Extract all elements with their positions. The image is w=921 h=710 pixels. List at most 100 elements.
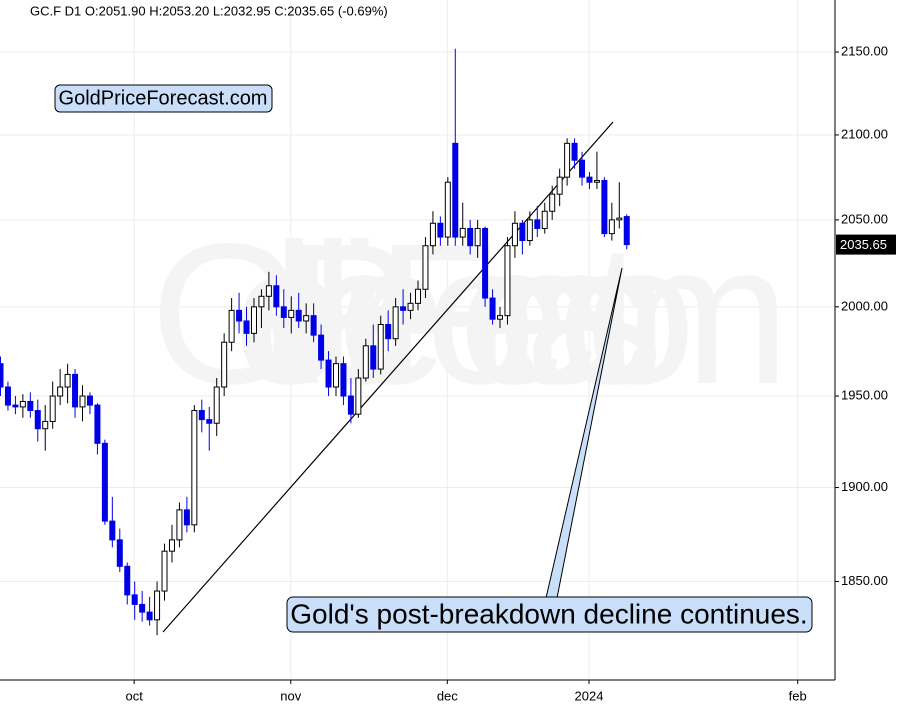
candles: [0, 48, 630, 636]
candle-body: [221, 341, 228, 388]
brand-box: [54, 84, 273, 113]
last-price-label: 2035.65: [840, 237, 887, 252]
candle-body: [497, 315, 504, 320]
candle-body: [176, 509, 183, 541]
candle-body: [511, 222, 518, 247]
candle-body: [12, 404, 19, 408]
candle-body: [459, 227, 466, 238]
candle-body: [146, 611, 153, 621]
candle-body: [64, 373, 71, 388]
candle-body: [49, 395, 56, 422]
candle-body: [124, 565, 131, 596]
candle-body: [243, 320, 250, 334]
x-tick-label: 2024: [575, 688, 604, 703]
candle-body: [407, 302, 414, 311]
candle-body: [116, 539, 123, 567]
callout-text: Gold's post-breakdown decline continues.: [290, 598, 807, 629]
candle-body: [265, 285, 272, 297]
candle-body: [444, 181, 451, 238]
candle-body: [526, 219, 533, 242]
x-tick-label: nov: [280, 688, 301, 703]
last-price-badge: [836, 234, 896, 255]
candle-body: [355, 377, 362, 415]
y-tick-label: 1950.00: [841, 387, 888, 402]
grid: [0, 0, 835, 680]
callout-box: [286, 596, 813, 633]
candle-body: [586, 176, 593, 183]
candle-body: [415, 288, 421, 304]
candle-body: [280, 306, 287, 318]
candle-body: [556, 176, 563, 195]
y-tick-label: 2000.00: [841, 298, 888, 313]
y-tick-label: 2100.00: [841, 126, 888, 141]
y-tick-label: 1900.00: [841, 479, 888, 494]
candle-body: [422, 245, 429, 290]
y-tick-label: 2050.00: [841, 211, 888, 226]
candle-body: [534, 219, 541, 229]
candle-body: [608, 219, 615, 235]
candle-body: [101, 442, 108, 522]
axes-labels: 1850.00 1900.00 1950.00 2000.00 2050.00 2100.…: [126, 43, 896, 703]
candle-body: [400, 306, 407, 311]
candle-body: [489, 297, 496, 320]
candle-body: [601, 180, 608, 235]
candle-body: [579, 159, 586, 178]
candle-body: [4, 386, 11, 406]
candle-body: [206, 419, 213, 424]
candle-body: [258, 295, 265, 308]
candle-body: [139, 603, 146, 613]
candle-body: [332, 363, 339, 388]
candle-body: [549, 193, 556, 212]
candle-body: [109, 520, 116, 541]
header: GC.F D1 O:2051.90 H:2053.20 L:2032.95 C:…: [30, 3, 388, 18]
candle-body: [616, 217, 623, 221]
candle-body: [340, 363, 347, 397]
candle-body: [79, 395, 86, 408]
brand-label: GoldPriceForecast.com: [59, 87, 268, 109]
candle-body: [94, 404, 101, 444]
candle-body: [288, 309, 295, 318]
candle-body: [452, 142, 459, 238]
candle-body: [377, 324, 384, 370]
candle-body: [593, 180, 600, 183]
candle-body: [571, 142, 578, 161]
candle-body: [347, 395, 354, 415]
candle-body: [198, 410, 205, 421]
candle-body: [27, 400, 34, 412]
candle-body: [42, 420, 49, 430]
x-tick-label: feb: [789, 688, 807, 703]
y-tick-label: 2150.00: [841, 43, 888, 58]
candle-body: [437, 222, 444, 238]
candle-body: [57, 386, 64, 397]
candle-body: [183, 509, 190, 526]
candle-body: [429, 222, 436, 247]
candle-body: [541, 210, 548, 229]
candle-body: [250, 306, 257, 334]
candle-body: [504, 245, 511, 317]
candle-body: [228, 309, 235, 343]
candle-body: [467, 227, 474, 247]
candle-body: [385, 324, 392, 340]
candle-body: [564, 142, 571, 178]
candle-body: [168, 539, 175, 552]
candle-body: [303, 315, 310, 322]
candle-body: [325, 359, 332, 388]
candle-body: [191, 410, 198, 526]
candle-body: [72, 373, 79, 408]
candle-body: [154, 590, 161, 621]
candle-body: [161, 550, 168, 592]
candle-body: [131, 594, 138, 605]
candle-body: [482, 227, 489, 299]
candle-body: [0, 363, 4, 388]
trend-line: [162, 121, 614, 633]
candle-body: [623, 216, 630, 246]
candle-body: [34, 410, 41, 430]
candle-body: [273, 285, 280, 308]
candle-body: [362, 345, 369, 379]
candle-body: [295, 309, 302, 322]
x-tick-label: oct: [126, 688, 144, 703]
candle-body: [236, 309, 243, 322]
candle-body: [19, 400, 26, 408]
